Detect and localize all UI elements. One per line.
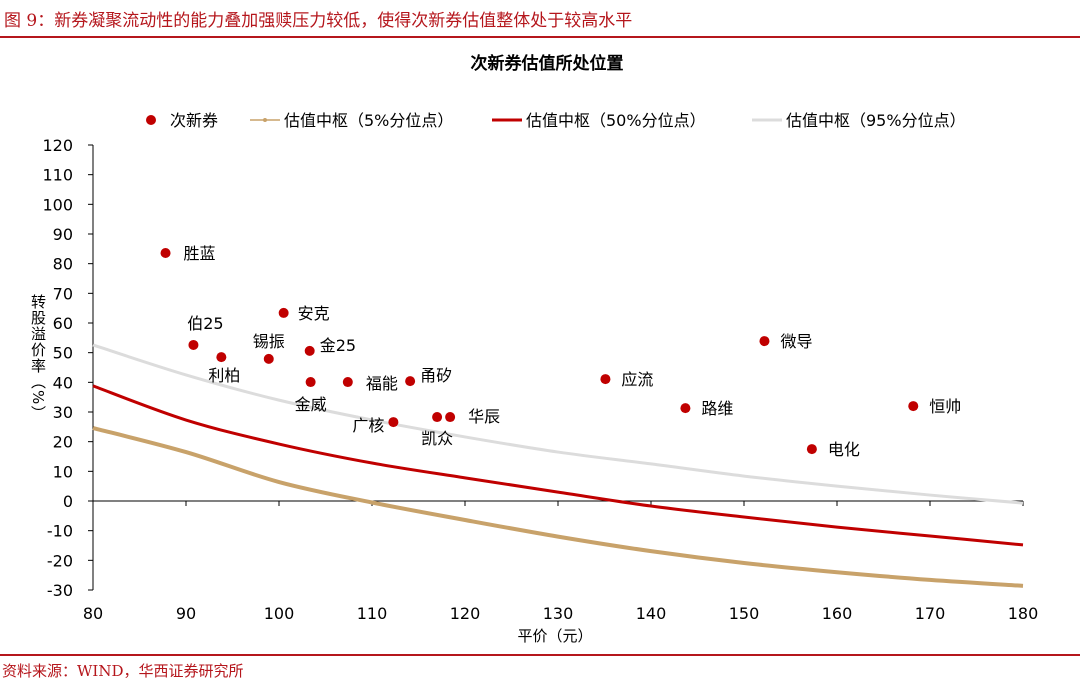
data-point <box>680 403 691 414</box>
y-tick-label: 20 <box>53 433 73 452</box>
figure-footer: 资料来源：WIND，华西证券研究所 <box>0 654 1080 680</box>
y-tick-label: -30 <box>47 581 73 600</box>
y-tick-label: 60 <box>53 314 73 333</box>
y-tick-label: 70 <box>53 284 73 303</box>
y-axis-label: 转股溢价率（%） <box>29 294 47 422</box>
y-tick-label: 90 <box>53 225 73 244</box>
legend: 次新券 估值中枢（5%分位点） 估值中枢（50%分位点） 估值中枢（95%分位点） <box>146 111 966 130</box>
data-label: 胜蓝 <box>184 244 216 263</box>
y-tick-label: -20 <box>47 551 73 570</box>
data-point <box>305 377 316 388</box>
y-tick-label: 100 <box>42 195 73 214</box>
legend-label: 次新券 <box>170 111 218 130</box>
source-note: 资料来源：WIND，华西证券研究所 <box>2 662 244 680</box>
curve-p50 <box>92 384 1024 547</box>
legend-label: 估值中枢（5%分位点） <box>284 111 453 130</box>
data-point <box>600 374 611 385</box>
y-tick-label: 30 <box>53 403 73 422</box>
data-label: 华辰 <box>468 407 500 426</box>
data-label: 路维 <box>701 399 733 418</box>
data-point <box>405 376 416 387</box>
y-tick-label: 80 <box>53 255 73 274</box>
y-tick-label: 10 <box>53 462 73 481</box>
data-point <box>278 307 289 318</box>
data-label: 福能 <box>366 374 398 393</box>
data-label: 伯25 <box>187 314 223 333</box>
x-tick-label: 80 <box>83 604 103 623</box>
data-point <box>432 412 443 423</box>
x-tick-label: 170 <box>915 604 946 623</box>
y-tick-label: 110 <box>42 166 73 185</box>
y-tick-label: 0 <box>63 492 73 511</box>
legend-marker-points <box>146 115 156 125</box>
data-point <box>216 352 227 363</box>
axes: -30 -20 -10 0 10 20 30 40 50 60 70 80 90 100 110 120 80 9… <box>42 136 1038 623</box>
x-tick-label: 140 <box>636 604 667 623</box>
y-tick-label: 50 <box>53 344 73 363</box>
x-tick-label: 180 <box>1008 604 1039 623</box>
data-label: 微导 <box>780 332 812 351</box>
chart-title: 次新券估值所处位置 <box>471 53 624 74</box>
data-label: 利柏 <box>208 366 240 385</box>
data-point <box>263 353 274 364</box>
x-axis-label: 平价（元） <box>517 627 592 645</box>
curve-p5 <box>92 426 1024 588</box>
y-tick-label: -10 <box>47 522 73 541</box>
x-tick-label: 110 <box>357 604 388 623</box>
data-point <box>342 377 353 388</box>
data-label: 电化 <box>828 440 860 459</box>
x-tick-label: 130 <box>543 604 574 623</box>
figure-title: 图 9：新券凝聚流动性的能力叠加强赎压力较低，使得次新券估值整体处于较高水平 <box>4 11 633 31</box>
y-tick-label: 120 <box>42 136 73 155</box>
data-point <box>806 444 817 455</box>
data-label: 恒帅 <box>929 397 961 416</box>
data-label: 锡振 <box>253 332 285 351</box>
data-point <box>908 401 919 412</box>
data-label: 金威 <box>295 395 327 414</box>
legend-label: 估值中枢（95%分位点） <box>786 111 966 130</box>
x-tick-label: 150 <box>729 604 760 623</box>
data-point <box>304 345 315 356</box>
data-point <box>759 336 770 347</box>
data-label: 甬矽 <box>420 366 452 385</box>
data-label: 应流 <box>621 370 653 389</box>
y-tick-label: 40 <box>53 373 73 392</box>
data-label: 安克 <box>298 304 330 323</box>
curves <box>92 343 1024 588</box>
legend-label: 估值中枢（50%分位点） <box>526 111 706 130</box>
x-tick-label: 90 <box>176 604 196 623</box>
data-point <box>445 412 456 423</box>
data-label: 金25 <box>320 336 356 355</box>
x-tick-label: 100 <box>264 604 295 623</box>
data-label: 凯众 <box>421 429 453 448</box>
data-point <box>160 247 171 258</box>
x-tick-label: 160 <box>822 604 853 623</box>
data-point <box>388 417 399 428</box>
legend-marker-dot <box>263 118 267 122</box>
data-point <box>188 339 199 350</box>
data-label: 广核 <box>352 416 384 435</box>
x-tick-label: 120 <box>450 604 481 623</box>
figure-header: 图 9：新券凝聚流动性的能力叠加强赎压力较低，使得次新券估值整体处于较高水平 <box>0 0 1080 38</box>
curve-p95 <box>92 343 1024 505</box>
